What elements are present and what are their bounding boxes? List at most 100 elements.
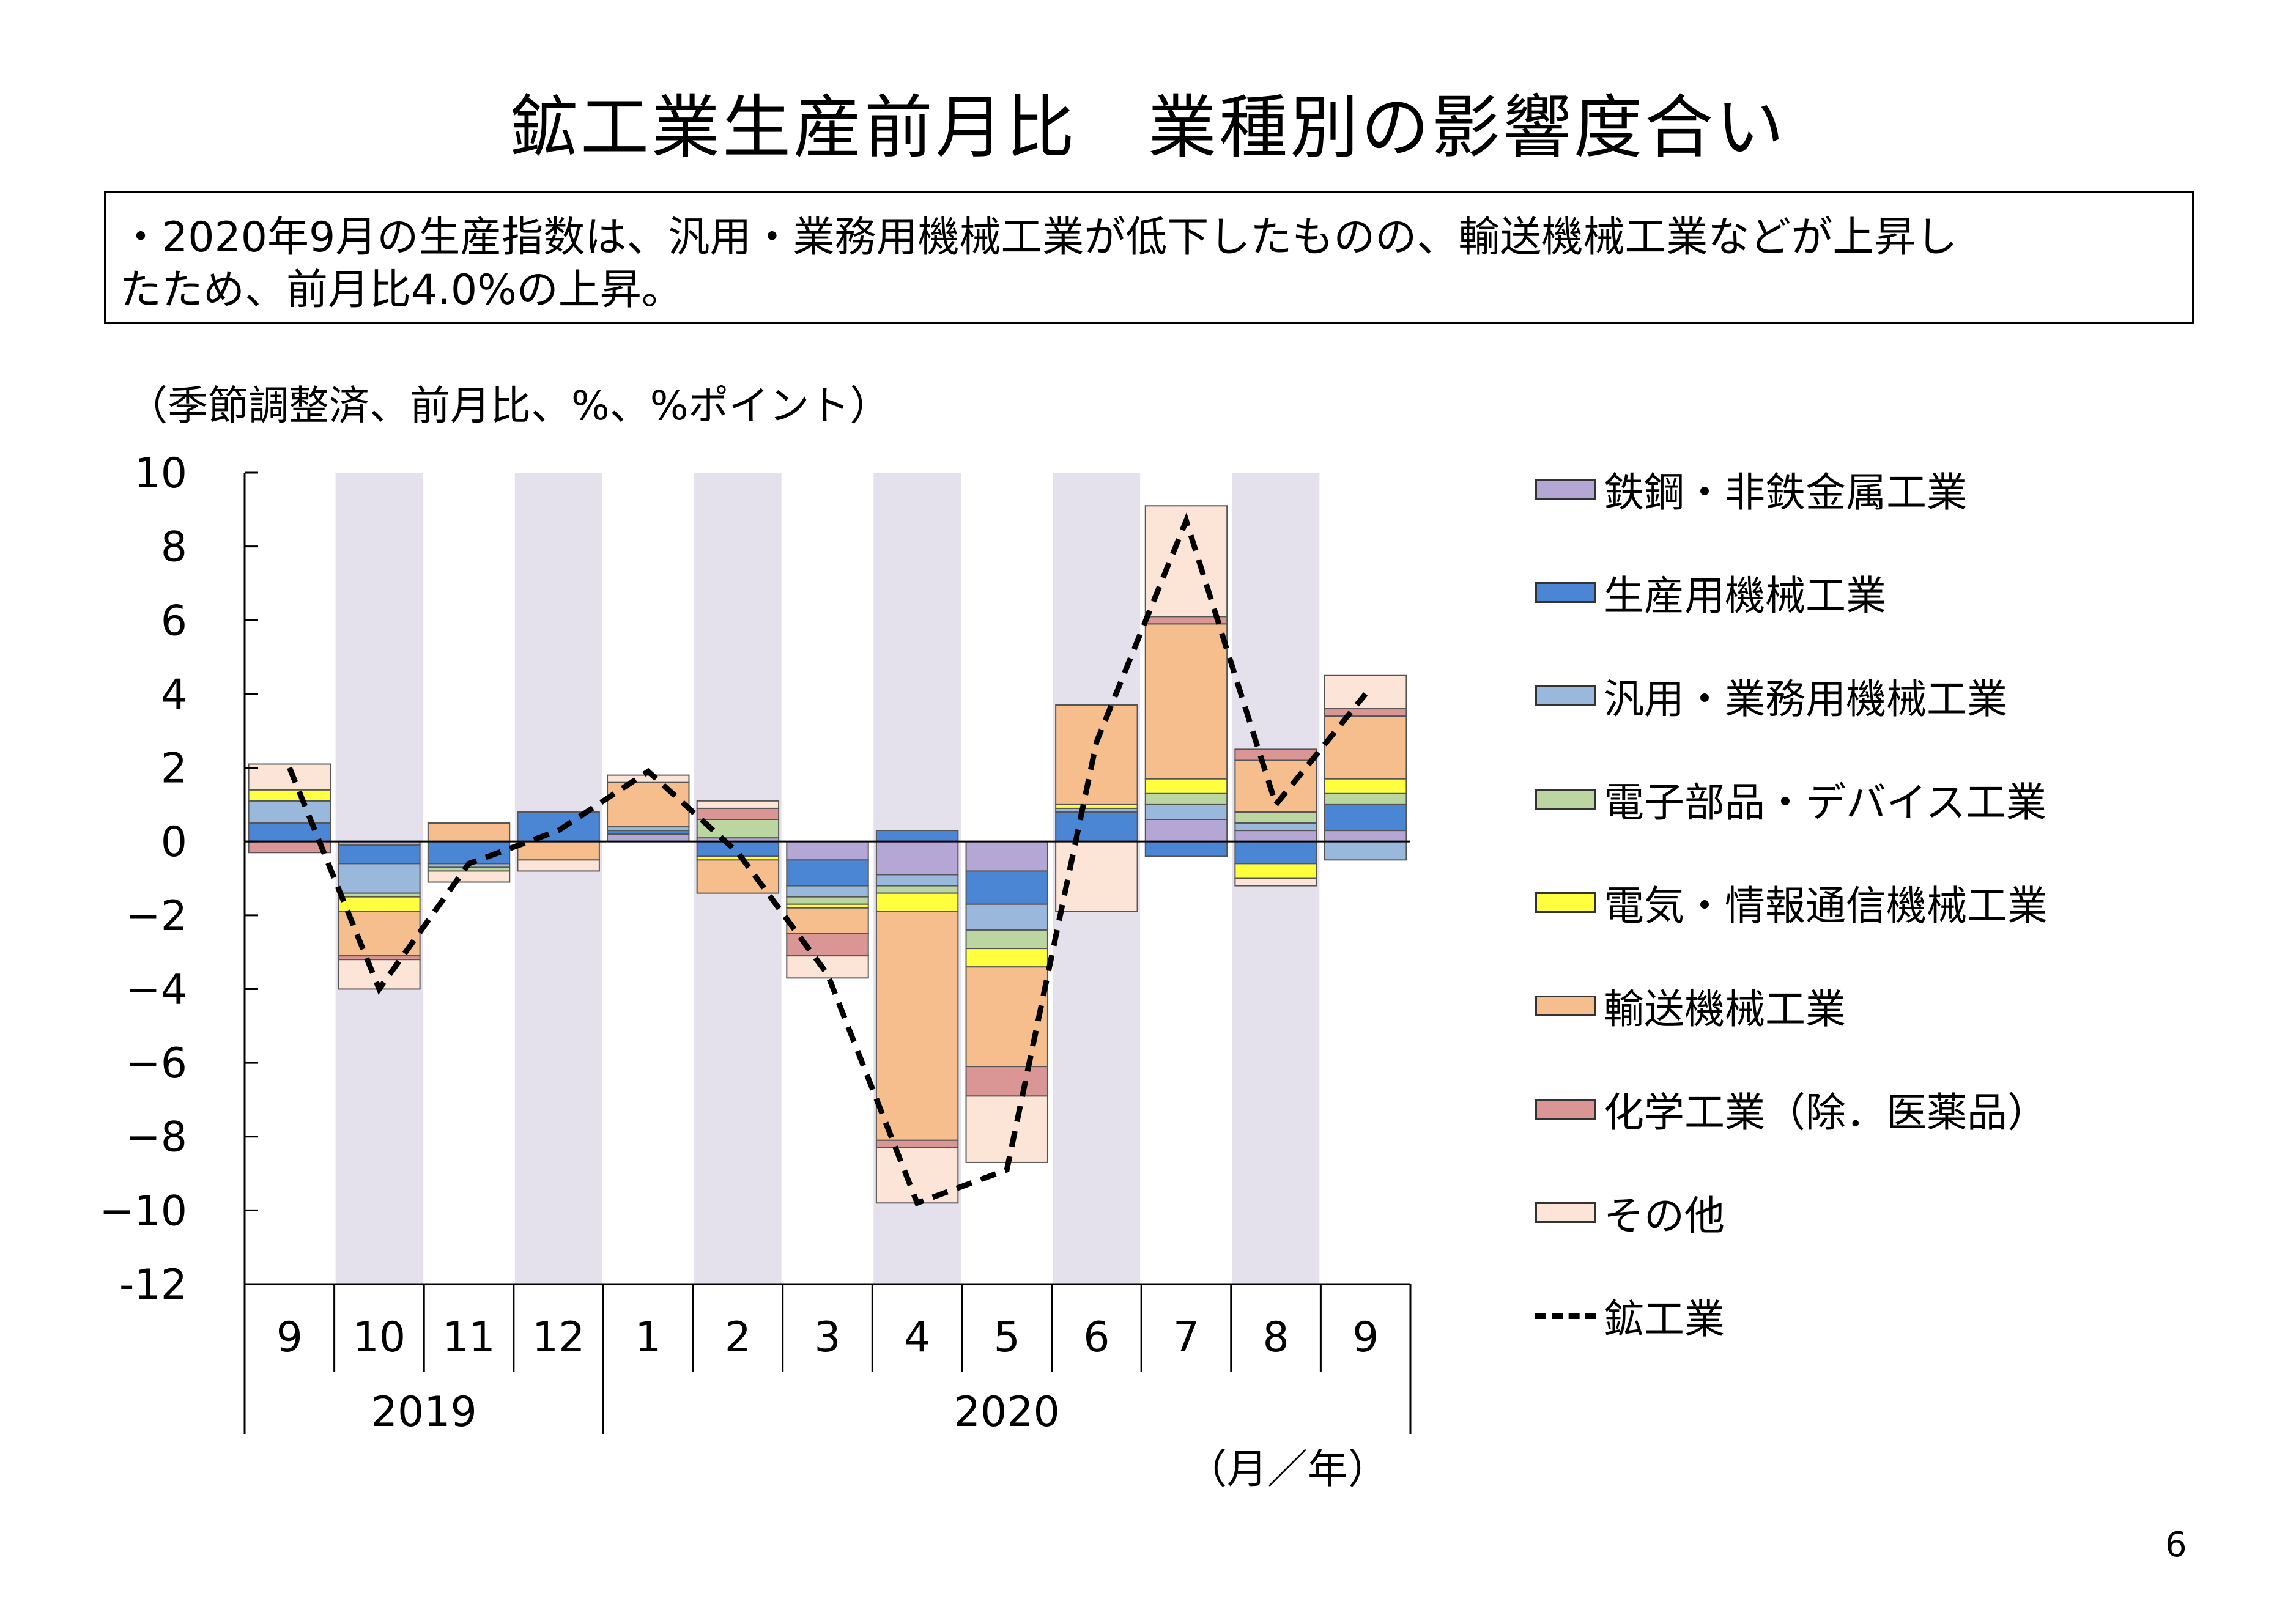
bar-segment — [965, 841, 1048, 872]
bar-segment — [875, 874, 959, 887]
legend-swatch — [1535, 1099, 1596, 1120]
legend-item: 化学工業（除．医薬品） — [1535, 1085, 2048, 1136]
bar-segment — [965, 1066, 1048, 1097]
bar-segment — [607, 781, 690, 828]
y-tick-label: 4 — [161, 671, 187, 719]
x-tick-label: 12 — [532, 1313, 585, 1362]
legend-item: 生産用機械工業 — [1535, 568, 1886, 619]
y-tick-label: 6 — [161, 597, 187, 645]
x-tick-label: 1 — [635, 1313, 661, 1362]
bar-segment — [1234, 841, 1317, 865]
page-title: 鉱工業生産前月比 業種別の影響度合い — [509, 88, 1787, 168]
bar-segment — [248, 800, 331, 824]
bar-segment — [1055, 811, 1138, 843]
bar-segment — [1144, 803, 1228, 820]
bar-segment — [1324, 715, 1407, 780]
bar-segment — [965, 948, 1048, 968]
bar-segment — [965, 966, 1048, 1068]
legend-swatch — [1535, 1202, 1596, 1223]
bar-segment — [517, 841, 600, 861]
legend-line-swatch — [1535, 1313, 1596, 1319]
legend-label: 化学工業（除．医薬品） — [1604, 1089, 2048, 1136]
x-tick-label: 6 — [1083, 1313, 1109, 1362]
bar-segment — [607, 833, 690, 843]
bar-segment — [786, 896, 869, 905]
bar-segment — [1055, 841, 1138, 912]
x-tick-label: 7 — [1173, 1313, 1199, 1362]
y-tick-label: −10 — [99, 1187, 187, 1235]
legend-swatch — [1535, 685, 1596, 706]
bar-segment — [696, 800, 780, 809]
bar-segment — [517, 859, 600, 872]
bar-segment — [1324, 830, 1407, 843]
bar-segment — [965, 870, 1048, 905]
legend-label: 電気・情報通信機械工業 — [1604, 882, 2048, 929]
x-tick-label: 9 — [1352, 1313, 1379, 1362]
unit-label: （季節調整済、前月比、%、%ポイント） — [127, 382, 891, 429]
bar-segment — [1055, 704, 1138, 805]
bar-segment — [875, 892, 959, 912]
summary-line: ・2020年9月の生産指数は、汎用・業務用機械工業が低下したものの、輸送機械工業… — [120, 213, 1958, 262]
y-tick-label: −4 — [126, 966, 187, 1014]
summary-box: ・2020年9月の生産指数は、汎用・業務用機械工業が低下したものの、輸送機械工業… — [104, 191, 2194, 324]
legend-item: その他 — [1535, 1188, 1725, 1239]
x-tick-label: 4 — [904, 1313, 930, 1362]
bar-segment — [786, 907, 869, 934]
y-tick-label: -12 — [119, 1261, 187, 1309]
x-tick-label: 5 — [994, 1313, 1020, 1362]
bar-segment — [786, 955, 869, 979]
bar-segment — [1324, 841, 1407, 861]
bar-segment — [1144, 778, 1228, 794]
y-tick-label: 0 — [161, 818, 187, 866]
bar-segment — [1324, 778, 1407, 794]
bar-segment — [1144, 623, 1228, 780]
x-unit-label: （月／年） — [1187, 1446, 1388, 1493]
bar-segment — [427, 870, 511, 883]
total-line — [287, 512, 1368, 1207]
bar-segment — [248, 763, 331, 791]
bar-segment — [248, 789, 331, 802]
legend-label: 汎用・業務用機械工業 — [1604, 676, 2007, 723]
legend-label: 鉄鋼・非鉄金属工業 — [1604, 469, 1967, 516]
bar-segment — [875, 830, 959, 843]
bar-segment — [786, 933, 869, 957]
legend-item: 鉄鋼・非鉄金属工業 — [1535, 465, 1967, 516]
bar-segment — [427, 822, 511, 843]
bar-segment — [875, 911, 959, 1141]
bar-segment — [1234, 863, 1317, 879]
y-tick-label: 8 — [161, 523, 187, 572]
bar-segment — [1324, 708, 1407, 717]
page-number: 6 — [2165, 1525, 2187, 1565]
legend-label: 電子部品・デバイス工業 — [1604, 779, 2047, 826]
y-tick-label: −2 — [126, 892, 187, 940]
bar-segment — [1234, 830, 1317, 843]
legend-swatch — [1535, 892, 1596, 913]
bar-segment — [1144, 792, 1228, 805]
bar-segment — [1324, 792, 1407, 805]
bar-segment — [248, 822, 331, 843]
bar-segment — [1144, 841, 1228, 857]
legend-swatch — [1535, 582, 1596, 603]
bar-segment — [965, 903, 1048, 931]
summary-line: たため、前月比4.0%の上昇。 — [120, 266, 683, 314]
bar-segment — [1324, 674, 1407, 710]
year-label: 2020 — [954, 1388, 1060, 1436]
legend-swatch — [1535, 789, 1596, 810]
bar-segment — [1234, 877, 1317, 887]
legend-item: 電気・情報通信機械工業 — [1535, 878, 2048, 929]
bar-segment — [875, 841, 959, 876]
bar-segment — [517, 811, 600, 843]
bar-segment — [696, 841, 780, 857]
legend-swatch — [1535, 479, 1596, 500]
bar-segment — [1234, 811, 1317, 824]
legend-label: 生産用機械工業 — [1604, 572, 1886, 619]
legend-item: 汎用・業務用機械工業 — [1535, 671, 2007, 723]
x-tick-label: 8 — [1262, 1313, 1289, 1362]
legend-label: 鉱工業 — [1604, 1296, 1725, 1343]
bar-segment — [338, 896, 421, 912]
shade-band — [514, 473, 602, 1284]
bar-segment — [965, 1095, 1048, 1163]
legend-item: 電子部品・デバイス工業 — [1535, 775, 2046, 826]
bar-segment — [965, 929, 1048, 950]
